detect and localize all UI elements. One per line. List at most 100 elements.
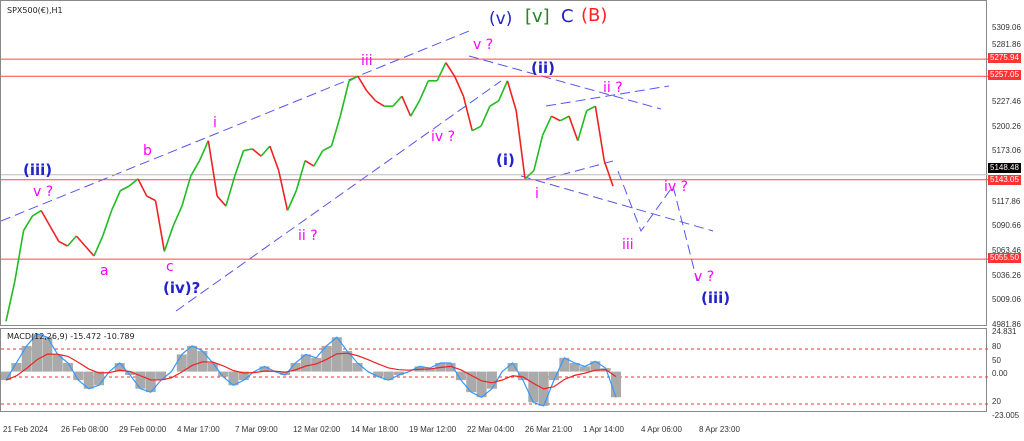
candle-segment	[14, 230, 25, 282]
price-chart[interactable]: SPX500(€),H1 (iii) v ? b i a c (iv)? ii …	[0, 0, 988, 326]
candle-segment	[322, 145, 332, 152]
candle-segment	[453, 75, 465, 97]
candle-segment	[594, 106, 605, 161]
wave-label: (ii)	[531, 59, 555, 77]
candle-segment	[207, 140, 218, 197]
price-tick: 5063.46	[992, 245, 1021, 255]
wave-label: iii	[361, 53, 373, 69]
macd-tick: 20	[992, 397, 1001, 406]
candle-segment	[577, 110, 588, 141]
candle-segment	[348, 75, 359, 82]
price-tag: 5275.94	[988, 53, 1021, 64]
price-tick: 5309.06	[992, 23, 1021, 32]
price-tick: 5281.86	[992, 40, 1021, 49]
price-tick: 5227.46	[992, 97, 1021, 107]
candle-segment	[172, 205, 183, 227]
candle-segment	[533, 135, 544, 171]
candle-segment	[260, 145, 271, 157]
lower-channel-line	[175, 80, 502, 312]
resistance-line	[468, 55, 662, 110]
candle-segment	[93, 235, 104, 257]
price-tick: 5200.26	[992, 121, 1021, 131]
candle-segment	[559, 115, 570, 122]
macd-label: MACD(12,26,9) -15.472 -10.789	[7, 332, 135, 341]
candle-segment	[49, 225, 60, 242]
candle-segment	[154, 200, 166, 252]
symbol-title: SPX500(€),H1	[7, 6, 63, 15]
candle-segment	[586, 105, 596, 112]
candle-segment	[418, 80, 429, 102]
wave-label: (iii)	[23, 161, 53, 179]
wave-label: a	[100, 263, 109, 279]
price-tag: 5055.50	[988, 253, 1021, 264]
candle-segment	[216, 195, 227, 207]
candle-segment	[31, 209, 42, 217]
time-tick: 7 Mar 09:00	[235, 425, 278, 434]
candle-segment	[243, 148, 253, 152]
price-tick: 5117.86	[992, 196, 1021, 206]
candle-segment	[401, 95, 412, 117]
candle-segment	[128, 178, 139, 187]
wave-label: iii	[622, 237, 634, 253]
macd-tick: 24.831	[992, 327, 1017, 336]
wave-label: ii ?	[298, 228, 318, 244]
time-tick: 4 Apr 06:00	[641, 425, 682, 434]
small-channel-lower	[545, 160, 614, 180]
candle-segment	[541, 115, 553, 136]
candle-segment	[489, 100, 500, 107]
wave-label: v ?	[694, 269, 715, 285]
macd-tick: 0.00	[992, 369, 1008, 378]
wave-label: C	[561, 6, 574, 27]
wave-label: (v)	[489, 9, 513, 29]
macd-line	[5, 333, 617, 407]
candle-segment	[462, 96, 474, 131]
time-tick: 14 Mar 18:00	[351, 425, 399, 434]
candle-segment	[392, 95, 403, 107]
wave-label: [v]	[525, 6, 550, 27]
candle-segment	[286, 190, 298, 211]
time-tick: 12 Mar 02:00	[293, 425, 341, 434]
candle-segment	[551, 115, 561, 122]
wave-label: ii ?	[603, 80, 623, 96]
time-tick: 26 Feb 08:00	[61, 425, 109, 434]
candle-segment	[366, 90, 377, 102]
candle-segment	[5, 281, 16, 322]
time-tick: 26 Mar 21:00	[525, 425, 573, 434]
price-tick: 5173.06	[992, 146, 1021, 156]
wave-label: iv ?	[664, 179, 689, 195]
candle-segment	[181, 175, 192, 207]
candle-segment	[357, 75, 368, 92]
candle-segment	[146, 195, 156, 202]
time-tick: 19 Mar 12:00	[409, 425, 457, 434]
wave-label: (i)	[496, 151, 515, 169]
candle-segment	[375, 100, 385, 107]
price-plot	[1, 30, 988, 322]
candle-segment	[198, 140, 210, 161]
price-tick: 5036.26	[992, 270, 1021, 280]
candle-segment	[190, 160, 201, 177]
trendlines	[1, 30, 714, 312]
time-tick: 4 Mar 17:00	[177, 425, 220, 434]
time-tick: 29 Feb 00:00	[119, 425, 167, 434]
price-tick: 5009.06	[992, 295, 1021, 305]
candle-segment	[119, 185, 130, 192]
candle-segment	[497, 80, 509, 102]
candle-segment	[603, 160, 614, 187]
time-tick: 1 Apr 14:00	[583, 425, 624, 434]
candle-segment	[295, 160, 306, 191]
price-tag: 5148.48	[988, 163, 1021, 173]
candle-segment	[277, 170, 289, 211]
candle-segment	[515, 110, 526, 179]
projection-path	[617, 170, 698, 282]
candle-segment	[66, 235, 77, 247]
macd-tick: 50	[992, 356, 1001, 365]
candle-segment	[251, 148, 262, 157]
candle-segment	[75, 235, 86, 247]
candle-segment	[163, 225, 174, 252]
wave-label: c	[166, 259, 174, 275]
price-tag: 5257.05	[988, 70, 1021, 81]
macd-panel[interactable]: MACD(12,26,9) -15.472 -10.789	[0, 328, 988, 412]
candle-segment	[506, 80, 517, 111]
wave-label: (B)	[581, 5, 608, 26]
small-channel-upper	[545, 85, 670, 107]
